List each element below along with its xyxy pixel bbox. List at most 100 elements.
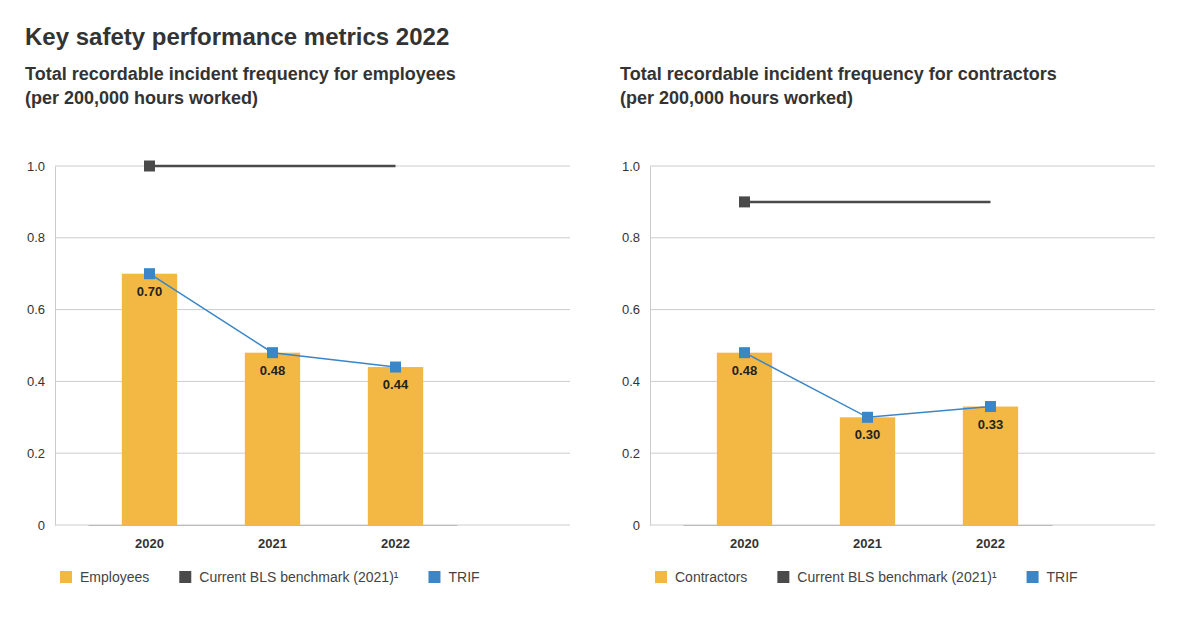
data-label: 0.30 bbox=[855, 427, 880, 442]
data-label: 0.48 bbox=[260, 363, 285, 378]
marker bbox=[985, 401, 996, 412]
line bbox=[150, 165, 396, 168]
marker bbox=[739, 196, 750, 207]
x-tick: 2021 bbox=[853, 525, 882, 551]
plot-area bbox=[717, 196, 1018, 525]
marker bbox=[267, 347, 278, 358]
y-tick-label: 0 bbox=[633, 518, 640, 533]
legend-label: TRIF bbox=[1047, 569, 1078, 585]
data-label: 0.48 bbox=[732, 363, 757, 378]
y-tick-label: 0.6 bbox=[622, 302, 640, 317]
y-tick: 0 bbox=[38, 518, 55, 533]
y-tick: 0.6 bbox=[27, 302, 55, 317]
y-tick-label: 1.0 bbox=[27, 159, 45, 174]
y-tick: 0.6 bbox=[622, 302, 650, 317]
y-tick: 0.4 bbox=[27, 374, 55, 389]
chart-title: Total recordable incident frequency for … bbox=[620, 64, 1057, 108]
bar bbox=[840, 417, 895, 525]
x-tick-label: 2022 bbox=[976, 536, 1005, 551]
legend-item: TRIF bbox=[1027, 569, 1078, 585]
bar bbox=[368, 367, 423, 525]
y-tick-label: 0.4 bbox=[27, 374, 45, 389]
legend: Employees Current BLS benchmark (2021)¹ TR… bbox=[60, 569, 480, 585]
grid-line bbox=[55, 237, 570, 238]
y-tick-label: 0.6 bbox=[27, 302, 45, 317]
y-tick: 0 bbox=[633, 518, 650, 533]
plot-area bbox=[122, 161, 423, 526]
data-labels: 0.48 0.30 0.33 bbox=[732, 363, 1003, 443]
legend-label: Current BLS benchmark (2021)¹ bbox=[797, 569, 997, 585]
y-tick: 0.2 bbox=[622, 446, 650, 461]
marker bbox=[144, 161, 155, 172]
y-tick: 0.8 bbox=[27, 230, 55, 245]
grid bbox=[650, 166, 1155, 525]
legend-swatch bbox=[655, 571, 667, 583]
data-labels: 0.70 0.48 0.44 bbox=[137, 284, 409, 392]
y-axis-line bbox=[650, 167, 651, 526]
x-tick-label: 2021 bbox=[853, 536, 882, 551]
legend-item: Current BLS benchmark (2021)¹ bbox=[179, 569, 399, 585]
y-tick: 0.8 bbox=[622, 230, 650, 245]
x-tick-label: 2020 bbox=[135, 536, 164, 551]
legend-swatch bbox=[1027, 571, 1039, 583]
marker bbox=[144, 268, 155, 279]
data-label: 0.70 bbox=[137, 284, 162, 299]
x-tick: 2022 bbox=[381, 525, 410, 551]
marker bbox=[862, 412, 873, 423]
grid-line bbox=[650, 237, 1155, 238]
x-tick: 2021 bbox=[258, 525, 287, 551]
x-tick-label: 2022 bbox=[381, 536, 410, 551]
legend-swatch bbox=[777, 571, 789, 583]
marker bbox=[739, 347, 750, 358]
data-label: 0.44 bbox=[383, 377, 409, 392]
marker bbox=[390, 362, 401, 373]
y-tick-label: 0.4 bbox=[622, 374, 640, 389]
y-tick-label: 0.2 bbox=[27, 446, 45, 461]
grid-line bbox=[55, 166, 570, 167]
y-axis-line bbox=[55, 167, 56, 526]
chart-canvas: Key safety performance metrics 2022 Total… bbox=[0, 0, 1200, 623]
legend: Contractors Current BLS benchmark (2021)¹… bbox=[655, 569, 1078, 585]
chart-title: Total recordable incident frequency for … bbox=[25, 64, 456, 108]
legend-item: Employees bbox=[60, 569, 149, 585]
y-tick-label: 0.8 bbox=[27, 230, 45, 245]
legend-swatch bbox=[428, 571, 440, 583]
x-tick: 2020 bbox=[730, 525, 759, 551]
y-tick: 0.4 bbox=[622, 374, 650, 389]
y-tick-label: 1.0 bbox=[622, 159, 640, 174]
y-tick-label: 0 bbox=[38, 518, 45, 533]
legend-label: Employees bbox=[80, 569, 149, 585]
line bbox=[150, 274, 396, 367]
legend-label: Current BLS benchmark (2021)¹ bbox=[199, 569, 399, 585]
legend-label: Contractors bbox=[675, 569, 747, 585]
legend-swatch bbox=[60, 571, 72, 583]
chart: Total recordable incident frequency for … bbox=[25, 64, 570, 585]
x-tick-label: 2021 bbox=[258, 536, 287, 551]
y-tick-label: 0.2 bbox=[622, 446, 640, 461]
y-tick: 0.2 bbox=[27, 446, 55, 461]
legend-item: TRIF bbox=[428, 569, 479, 585]
bar bbox=[963, 407, 1018, 525]
legend-item: Current BLS benchmark (2021)¹ bbox=[777, 569, 997, 585]
x-tick: 2022 bbox=[976, 525, 1005, 551]
bar bbox=[122, 274, 177, 525]
x-axis-line bbox=[89, 525, 458, 526]
legend-swatch bbox=[179, 571, 191, 583]
page-title: Key safety performance metrics 2022 bbox=[25, 23, 449, 50]
y-tick-label: 0.8 bbox=[622, 230, 640, 245]
bar bbox=[717, 353, 772, 525]
legend-label: TRIF bbox=[448, 569, 479, 585]
data-label: 0.33 bbox=[978, 417, 1003, 432]
line bbox=[745, 201, 991, 204]
x-axis: 2020 2021 2022 bbox=[89, 525, 458, 551]
x-axis: 2020 2021 2022 bbox=[684, 525, 1053, 551]
x-tick-label: 2020 bbox=[730, 536, 759, 551]
y-axis: 0 0.2 0.4 0.6 0.8 1.0 bbox=[27, 159, 56, 533]
grid-line bbox=[650, 166, 1155, 167]
legend-item: Contractors bbox=[655, 569, 747, 585]
bar bbox=[245, 353, 300, 525]
grid-line bbox=[650, 309, 1155, 310]
y-axis: 0 0.2 0.4 0.6 0.8 1.0 bbox=[622, 159, 651, 533]
x-axis-line bbox=[684, 525, 1053, 526]
chart: Total recordable incident frequency for … bbox=[620, 64, 1155, 585]
